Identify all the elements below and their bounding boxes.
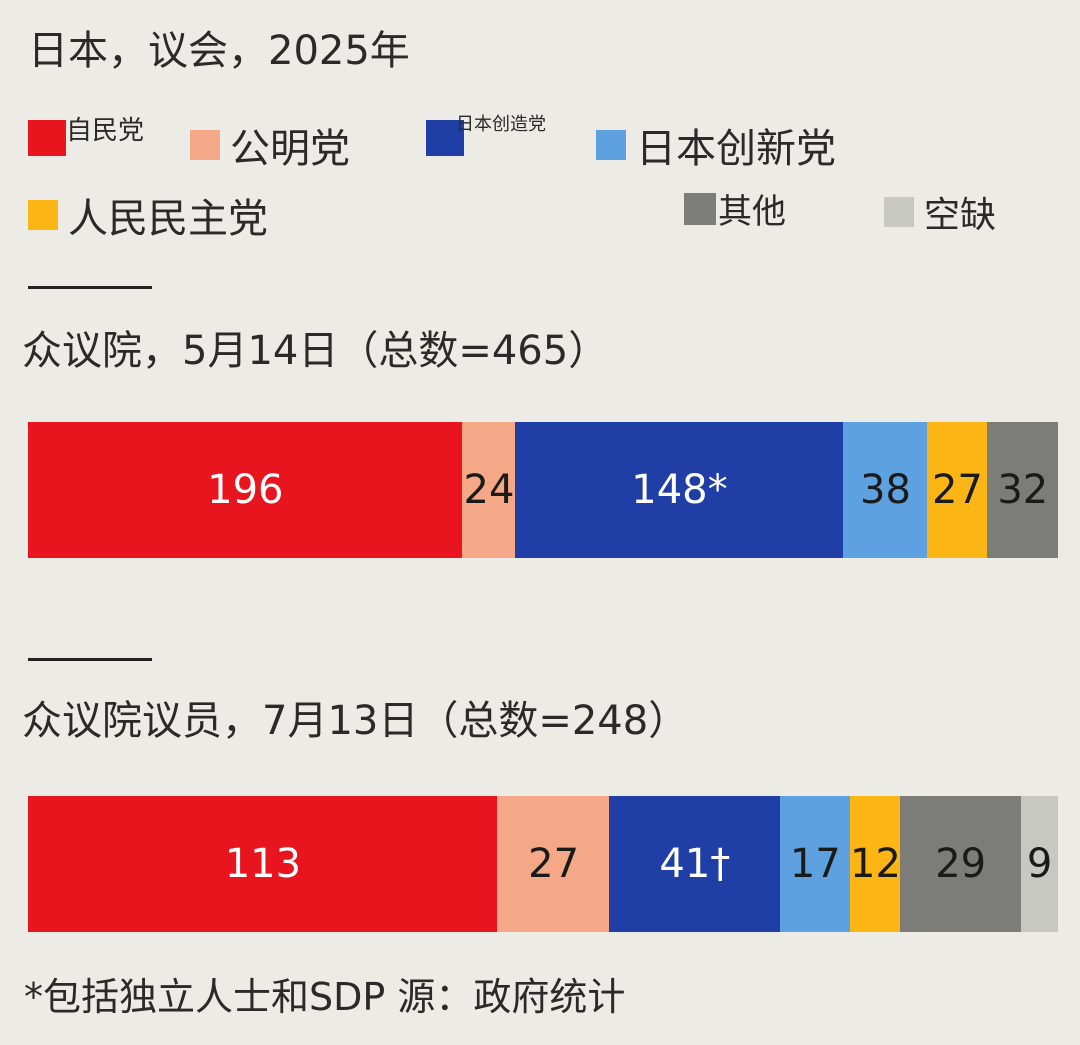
legend-label-cdp: 日本创造党 xyxy=(456,114,546,135)
footnote: *包括独立人士和SDP 源：政府统计 xyxy=(24,966,637,1021)
bar-segment-0-5: 32 xyxy=(987,422,1059,558)
bar-segment-1-4: 12 xyxy=(850,796,901,932)
legend-item-dpp: 人民民主党 xyxy=(28,186,268,244)
stacked-bar-upper-house: 113 27 41† 17 12 29 9 xyxy=(28,796,1059,932)
legend-swatch-komeito xyxy=(190,130,220,160)
chart-2-title: 众议院议员，7月13日（总数=248） xyxy=(22,698,689,744)
legend-swatch-other xyxy=(684,192,716,225)
bar-value-label: 41† xyxy=(659,841,731,887)
section-rule-2 xyxy=(28,658,152,661)
bar-value-label: 32 xyxy=(997,467,1049,513)
legend-item-vacant: 空缺 xyxy=(884,186,996,238)
legend-item-ldp: 自民党 xyxy=(28,116,144,156)
legend-item-komeito: 公明党 xyxy=(190,116,350,174)
legend-item-ishin: 日本创新党 xyxy=(596,116,836,174)
legend-swatch-ldp xyxy=(28,120,66,156)
bar-segment-1-3: 17 xyxy=(779,796,851,932)
legend-swatch-cdp xyxy=(426,120,464,156)
bar-value-label: 27 xyxy=(931,467,983,513)
bar-segment-0-3: 38 xyxy=(843,422,928,558)
bar-segment-1-6: 9 xyxy=(1020,796,1059,932)
section-rule-1 xyxy=(28,286,152,289)
legend-item-cdp: 日本创造党 xyxy=(426,114,546,156)
bar-segment-1-1: 27 xyxy=(497,796,610,932)
bar-segment-0-4: 27 xyxy=(927,422,988,558)
bar-value-label: 17 xyxy=(789,841,841,887)
bar-segment-1-5: 29 xyxy=(900,796,1022,932)
legend-label-other: 其他 xyxy=(718,192,786,232)
bar-segment-0-0: 196 xyxy=(28,422,463,558)
footnote-text: *包括独立人士和SDP xyxy=(24,975,386,1019)
legend-label-komeito: 公明党 xyxy=(230,126,350,172)
legend-label-ldp: 自民党 xyxy=(66,115,145,146)
bar-value-label: 113 xyxy=(224,841,302,887)
bar-segment-1-0: 113 xyxy=(28,796,498,932)
bar-value-label: 9 xyxy=(1026,841,1053,887)
bar-segment-0-1: 24 xyxy=(462,422,516,558)
bar-value-label: 29 xyxy=(935,841,987,887)
legend-swatch-vacant xyxy=(884,197,914,227)
bar-segment-0-2: 148* xyxy=(515,422,844,558)
legend-swatch-ishin xyxy=(596,130,626,160)
bar-value-label: 38 xyxy=(860,467,911,513)
bar-value-label: 27 xyxy=(528,841,580,887)
legend-label-dpp: 人民民主党 xyxy=(68,196,268,242)
legend-swatch-dpp xyxy=(28,200,58,230)
legend-label-ishin: 日本创新党 xyxy=(636,126,836,172)
chart-1-title: 众议院，5月14日（总数=465） xyxy=(22,328,609,374)
bar-value-label: 12 xyxy=(850,841,901,887)
legend-label-vacant: 空缺 xyxy=(924,195,997,236)
bar-segment-1-2: 41† xyxy=(609,796,781,932)
bar-value-label: 196 xyxy=(207,467,284,513)
bar-value-label: 148* xyxy=(631,467,728,513)
chart-title: 日本，议会，2025年 xyxy=(28,28,410,74)
stacked-bar-lower-house: 196 24 148* 38 27 32 xyxy=(28,422,1059,558)
bar-value-label: 24 xyxy=(463,467,515,513)
legend-item-other: 其他 xyxy=(684,184,786,233)
legend: 自民党 公明党 日本创造党 日本创新党 人民民主党 其他 空缺 xyxy=(28,108,1058,258)
source-text: 源：政府统计 xyxy=(397,975,626,1019)
